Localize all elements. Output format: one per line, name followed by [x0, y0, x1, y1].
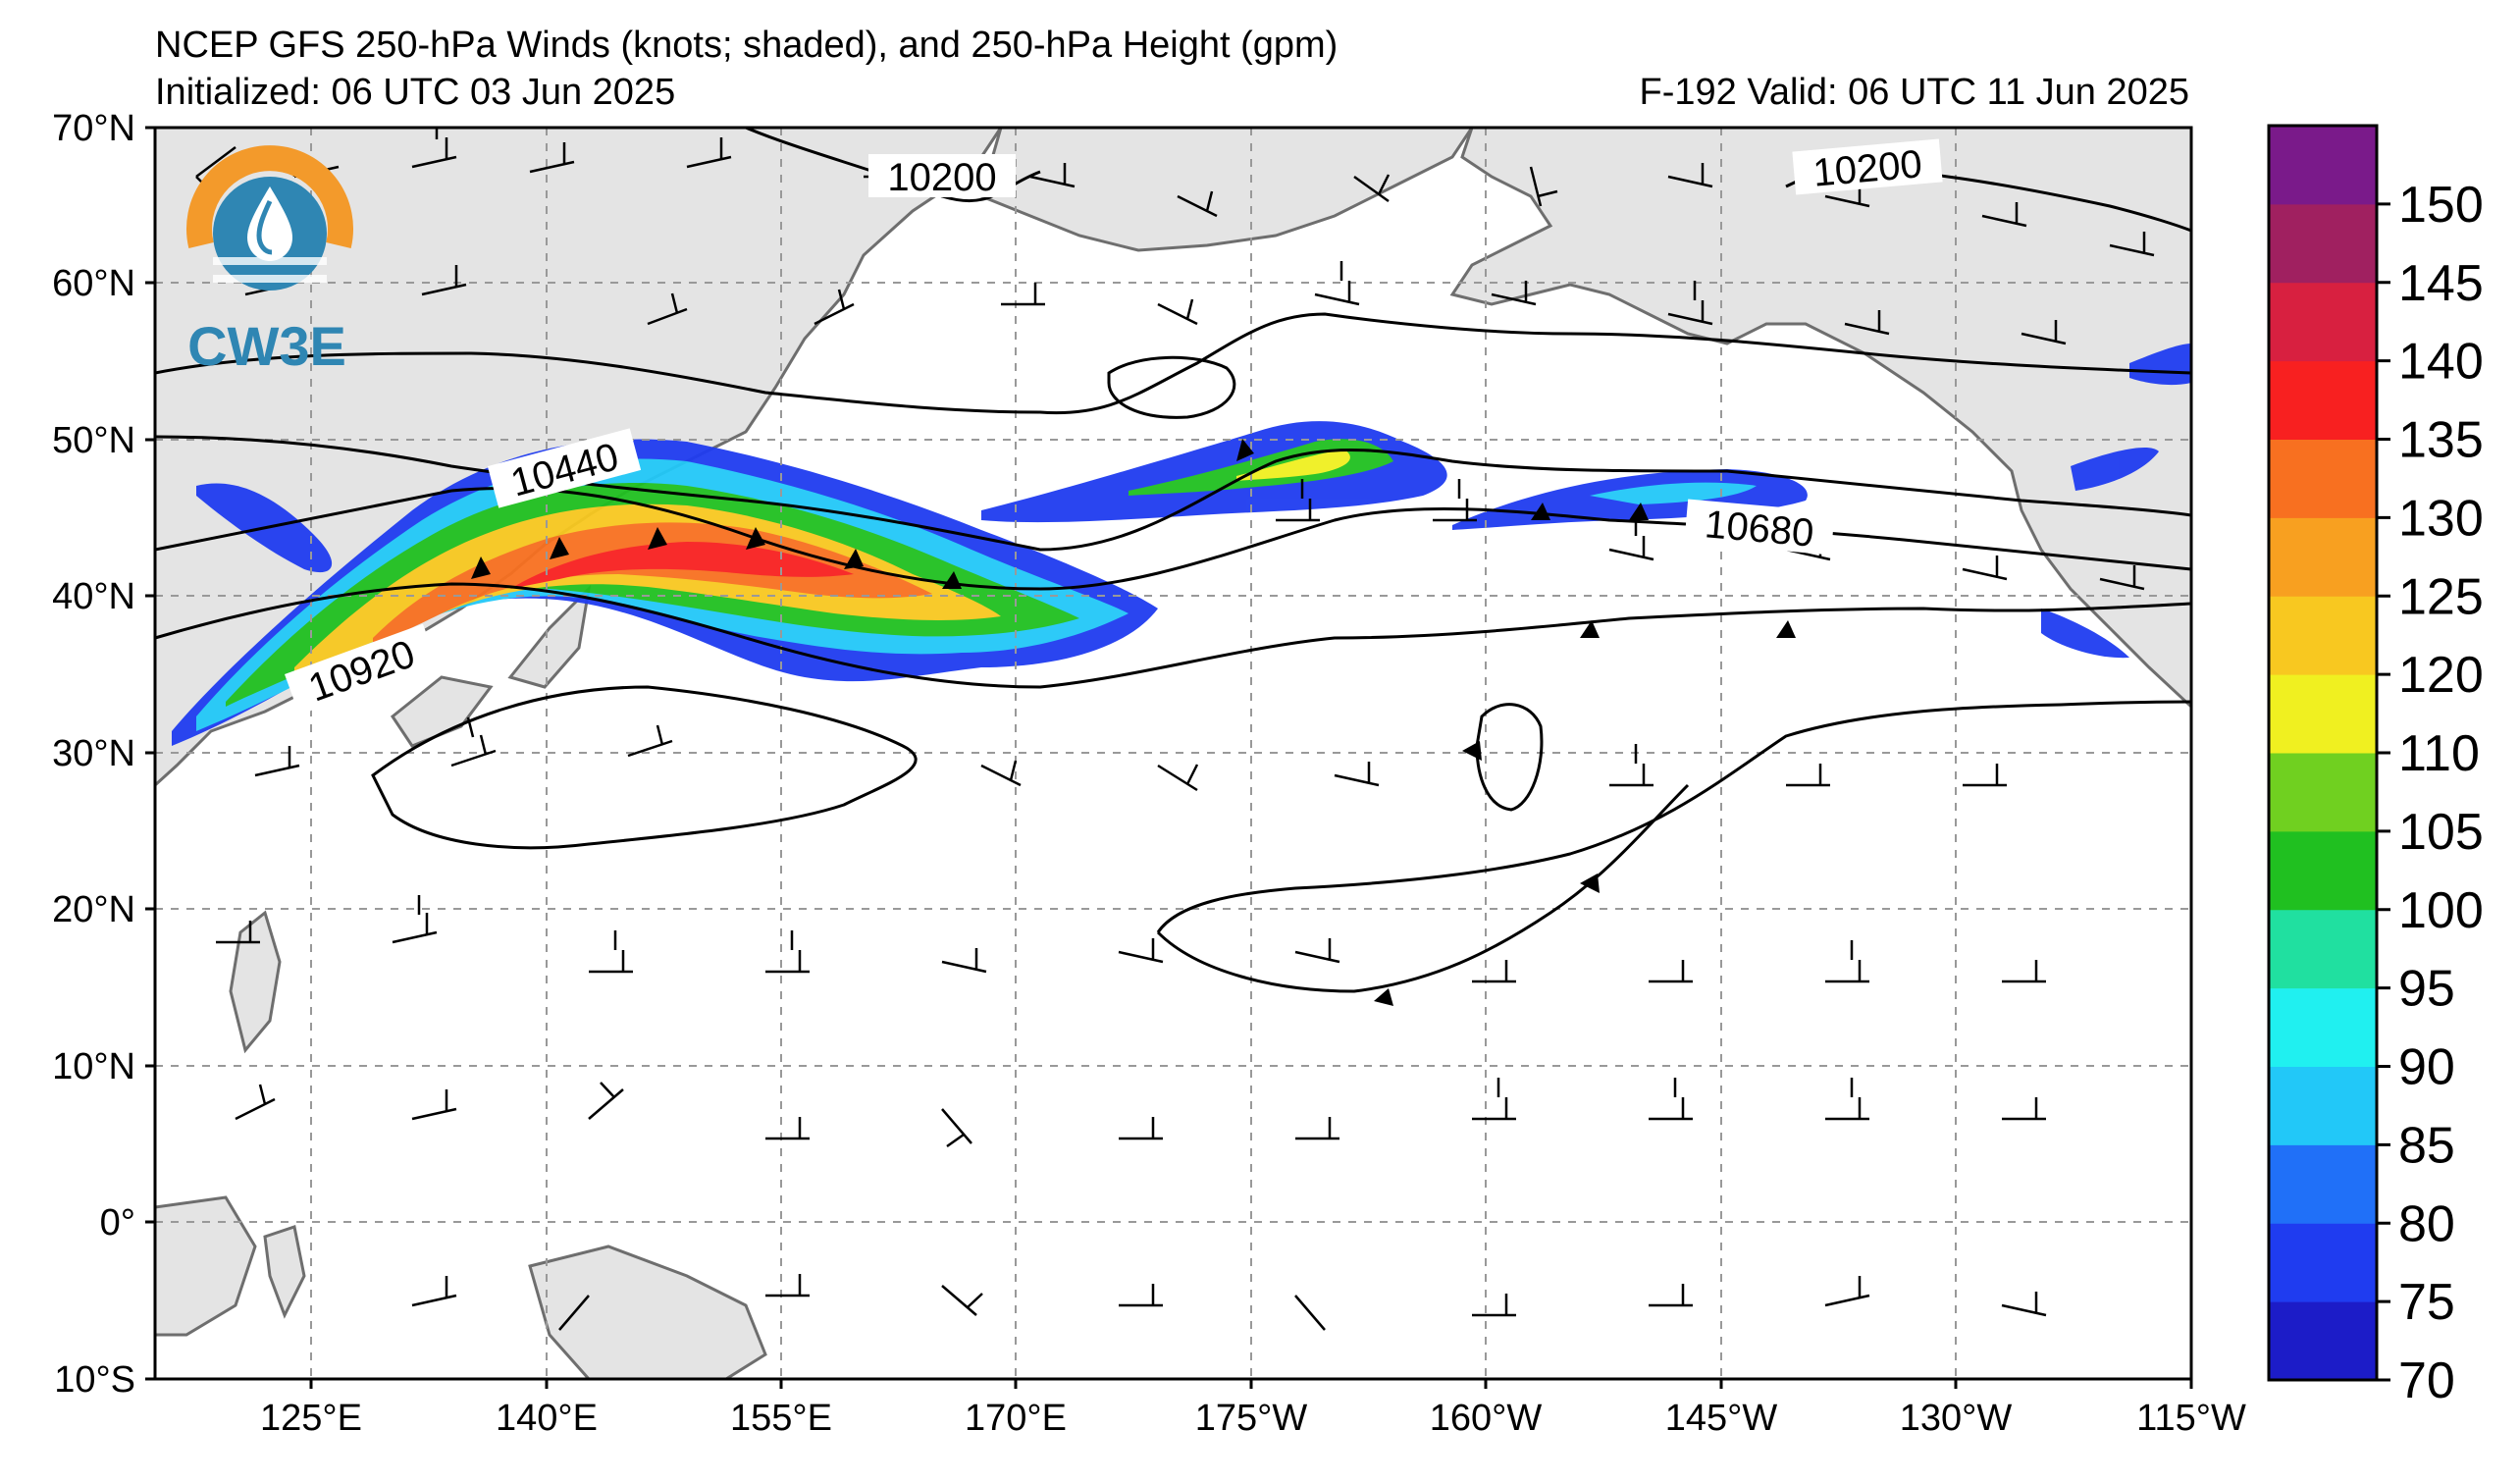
logo-text: CW3E [187, 315, 346, 377]
colorbar: 70 75 80 85 90 95 100 105 110 120 125 130 135 140 145 1… [2267, 124, 2484, 1409]
colorbar-swatch [2269, 1301, 2377, 1381]
colorbar-label: 145 [2398, 255, 2484, 312]
colorbar-swatch [2269, 1223, 2377, 1302]
colorbar-swatch [2269, 909, 2377, 989]
contour-mid-3 [155, 486, 2191, 591]
wind-flags [471, 439, 1796, 1006]
lon-ticks [309, 1379, 2193, 1389]
lon-label: 125°E [260, 1398, 362, 1439]
colorbar-label: 140 [2398, 334, 2484, 391]
lon-label: 140°E [496, 1398, 598, 1439]
wind-band-135 [510, 542, 854, 589]
colorbar-swatch [2269, 360, 2377, 440]
colorbar-label: 85 [2398, 1117, 2455, 1174]
lat-label: 40°N [52, 576, 135, 617]
lat-label: 10°S [54, 1359, 135, 1401]
land-sulawesi [263, 1225, 306, 1319]
lat-label: 20°N [52, 889, 135, 930]
colorbar-label: 70 [2398, 1352, 2455, 1409]
colorbar-swatch [2269, 674, 2377, 754]
land-new-guinea [528, 1245, 767, 1379]
colorbar-label: 120 [2398, 647, 2484, 704]
colorbar-swatch [2269, 126, 2377, 205]
colorbar-label: 95 [2398, 961, 2455, 1018]
colorbar-swatch [2269, 987, 2377, 1067]
colorbar-label: 130 [2398, 490, 2484, 547]
wind-band-na-1 [2071, 447, 2159, 491]
contour-label-10200-east: 10200 [1811, 142, 1924, 195]
contour-high-2 [1156, 700, 2191, 933]
colorbar-swatch [2269, 439, 2377, 518]
land-japan-south [390, 675, 494, 748]
land-north-america [1449, 128, 2191, 710]
wind-band-east-85 [1590, 482, 1757, 504]
colorbar-label: 90 [2398, 1039, 2455, 1096]
lat-labels: 70°N 60°N 50°N 40°N 30°N 20°N 10°N 0° 10… [52, 108, 135, 1401]
contour-high-1 [371, 685, 918, 850]
lon-label: 155°E [730, 1398, 832, 1439]
wind-band-na-3 [2129, 344, 2191, 386]
wind-band-110 [294, 503, 1001, 677]
wind-band-95 [226, 483, 1079, 707]
valid-time: F-192 Valid: 06 UTC 11 Jun 2025 [1639, 72, 2189, 113]
wind-band-125 [373, 522, 932, 648]
colorbar-label: 105 [2398, 804, 2484, 861]
contour-label-10200-west: 10200 [887, 156, 996, 199]
colorbar-swatch [2269, 1144, 2377, 1224]
lon-label: 130°W [1900, 1398, 2013, 1439]
lat-label: 0° [100, 1202, 135, 1244]
lat-label: 60°N [52, 263, 135, 304]
init-time: Initialized: 06 UTC 03 Jun 2025 [155, 72, 676, 113]
colorbar-swatch [2269, 282, 2377, 362]
contour-10920 [155, 582, 2191, 689]
lon-label: 175°W [1195, 1398, 1308, 1439]
contour-closed-high [1475, 703, 1544, 812]
colorbar-label: 100 [2398, 882, 2484, 939]
land-borneo [155, 1195, 257, 1337]
lon-label: 170°E [965, 1398, 1067, 1439]
colorbar-swatch [2269, 203, 2377, 284]
lat-ticks [145, 126, 155, 1381]
land-philippines [229, 910, 282, 1054]
colorbar-label: 110 [2398, 725, 2480, 782]
lat-label: 70°N [52, 108, 135, 149]
contour-mid-1 [155, 312, 2191, 415]
contour-label-group: 10200 10200 10440 10680 10920 [284, 138, 1943, 715]
lat-label: 50°N [52, 420, 135, 461]
gridlines [155, 128, 2191, 1379]
lon-labels: 125°E 140°E 155°E 170°E 175°W 160°W 145°… [260, 1398, 2246, 1439]
lon-label: 160°W [1430, 1398, 1543, 1439]
wind-band-na-2 [2041, 609, 2129, 659]
colorbar-swatch [2269, 1066, 2377, 1145]
land-japan [507, 584, 592, 689]
contour-label-10680: 10680 [1704, 503, 1816, 556]
contour-high-3 [1156, 783, 1690, 993]
cw3e-logo: CW3E [186, 145, 353, 377]
colorbar-label: 75 [2398, 1274, 2455, 1331]
colorbar-label: 80 [2398, 1195, 2455, 1252]
lon-label: 145°W [1665, 1398, 1778, 1439]
colorbar-swatch [2269, 517, 2377, 597]
colorbar-swatch [2269, 830, 2377, 911]
lon-label: 115°W [2136, 1398, 2246, 1439]
land-chukotka [979, 128, 1474, 252]
logo-ring [186, 145, 353, 249]
colorbar-label: 135 [2398, 412, 2484, 469]
wind-band-north-110 [1236, 450, 1350, 481]
lat-label: 30°N [52, 733, 135, 774]
contour-closed-low [1107, 355, 1236, 419]
lat-label: 10°N [52, 1046, 135, 1087]
colorbar-swatch [2269, 753, 2377, 832]
colorbar-label: 150 [2398, 177, 2484, 234]
colorbar-swatch [2269, 596, 2377, 675]
colorbar-label: 125 [2398, 568, 2484, 625]
wind-barbs [195, 128, 2155, 1331]
map-title: NCEP GFS 250-hPa Winds (knots; shaded), … [155, 25, 1339, 66]
